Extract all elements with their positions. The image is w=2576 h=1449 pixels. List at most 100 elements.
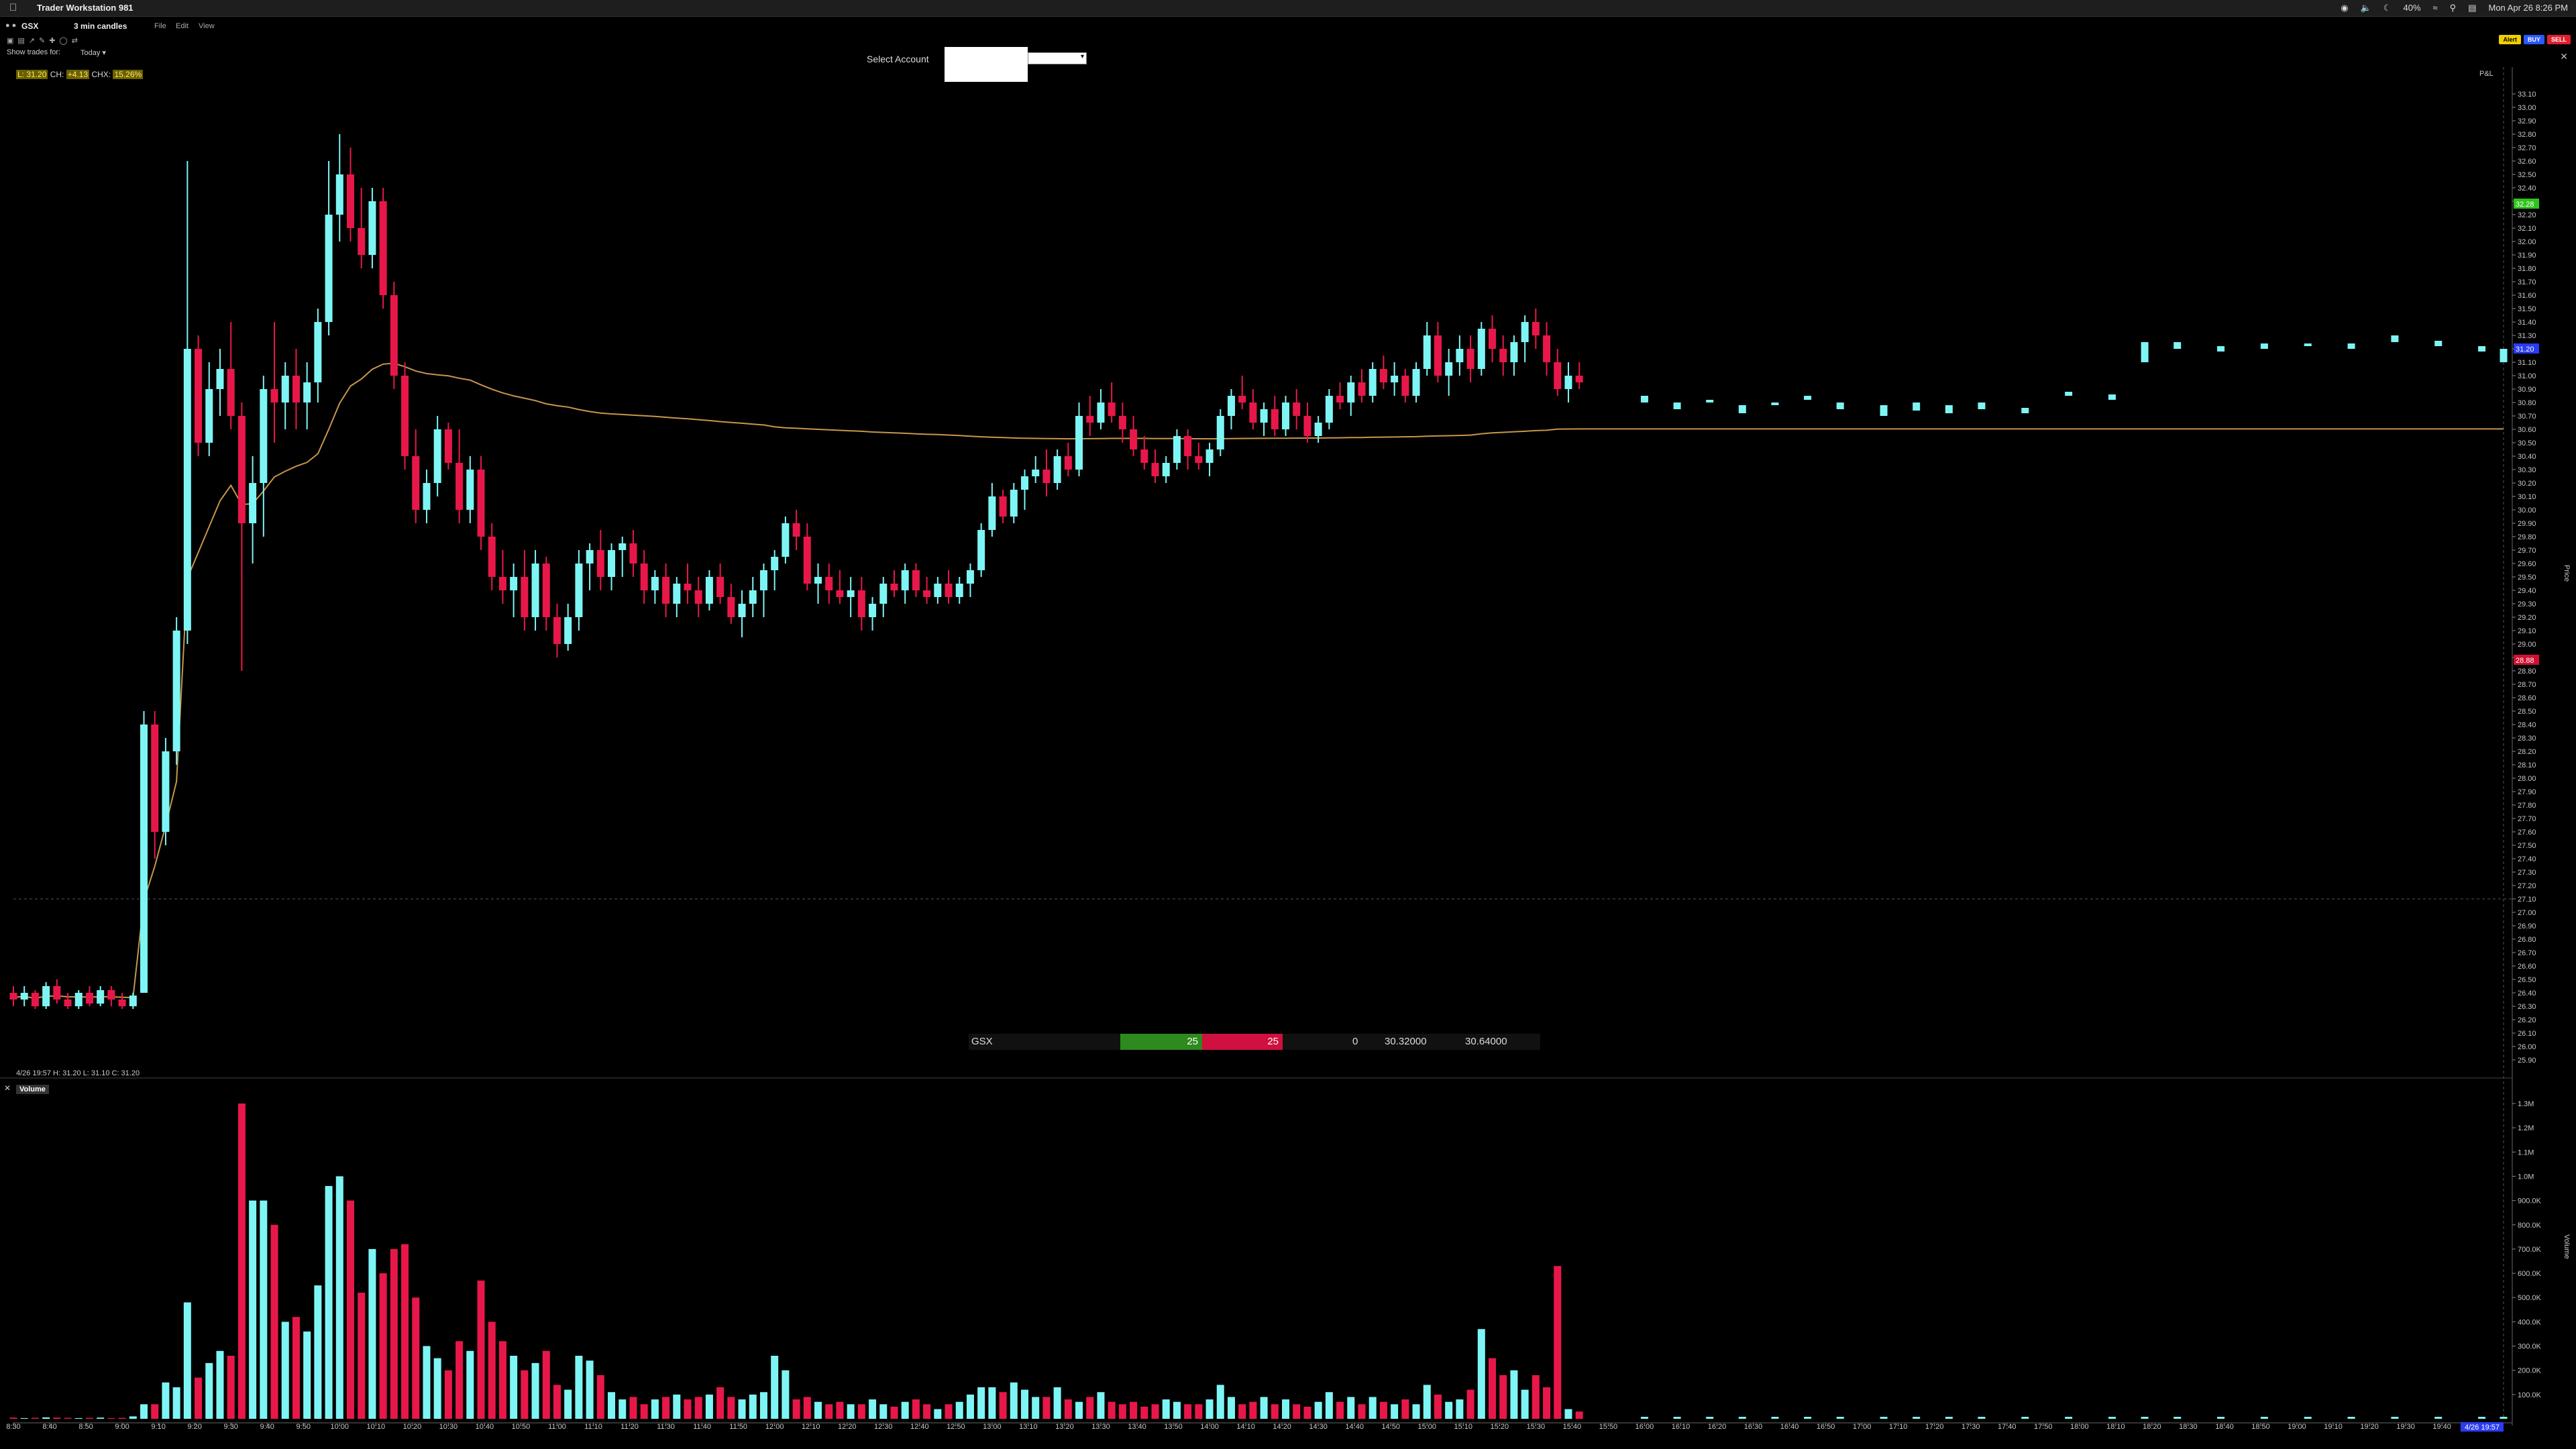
volume-bar <box>1499 1375 1507 1419</box>
time-tick-label: 19:10 <box>2324 1423 2343 1431</box>
volume-bar <box>694 1397 702 1419</box>
drawing-tools-icon[interactable]: ▣▤↗✎✚◯⇄ <box>7 37 82 45</box>
buy-button[interactable]: BUY <box>2523 35 2544 44</box>
volume-bar <box>640 1404 648 1419</box>
price-tick-label: 33.00 <box>2518 104 2536 112</box>
volume-icon[interactable]: 🔈 <box>2360 3 2371 13</box>
volume-bar <box>912 1399 920 1419</box>
show-trades-dropdown[interactable]: Today ▾ <box>80 48 106 57</box>
price-tick-label: 32.00 <box>2518 238 2536 246</box>
time-tick-label: 16:10 <box>1672 1423 1690 1431</box>
menu-file[interactable]: File <box>154 22 166 30</box>
candle-body <box>1097 402 1105 423</box>
candle-body <box>1466 349 1474 369</box>
candle-body <box>53 986 61 1000</box>
bid-price[interactable]: 30.32000 <box>1385 1036 1427 1047</box>
record-icon[interactable]: ◉ <box>2341 3 2349 13</box>
time-tick-label: 17:50 <box>2034 1423 2053 1431</box>
volume-bar <box>183 1302 191 1419</box>
volume-bar <box>955 1401 963 1419</box>
menu-view[interactable]: View <box>199 22 215 30</box>
afterhours-volume-bar <box>1804 1417 1812 1419</box>
price-axis-title: Price <box>2563 565 2571 582</box>
volume-bar <box>162 1382 170 1419</box>
window-controls-icon[interactable]: ●● <box>5 21 19 30</box>
volume-tick-label: 1.3M <box>2518 1100 2534 1108</box>
candle-body <box>792 523 800 537</box>
volume-tick-label: 300.0K <box>2518 1343 2542 1351</box>
time-tick-label: 12:40 <box>910 1423 929 1431</box>
afterhours-volume-bar <box>2478 1417 2486 1419</box>
volume-bar <box>1260 1397 1268 1419</box>
volume-bar <box>85 1417 93 1419</box>
order-entry-bar[interactable]: GSX 25 25 0 30.32000 30.64000 <box>969 1034 1540 1050</box>
order-symbol[interactable]: GSX <box>971 1036 993 1047</box>
candle-body <box>749 590 757 604</box>
search-icon[interactable]: ⚲ <box>2449 3 2457 13</box>
candle-body <box>237 416 246 523</box>
bid-size[interactable]: 25 <box>1120 1034 1202 1050</box>
candle-body <box>738 604 746 617</box>
app-title[interactable]: Trader Workstation 981 <box>37 3 133 13</box>
candle-body <box>216 369 224 389</box>
volume-bar <box>673 1394 681 1419</box>
price-tick-label: 28.60 <box>2518 694 2536 702</box>
moon-icon[interactable]: ☾ <box>2383 3 2392 13</box>
ask-size[interactable]: 25 <box>1202 1034 1283 1050</box>
volume-bar <box>1271 1404 1279 1419</box>
time-tick-label: 10:40 <box>476 1423 494 1431</box>
menubar-status: ◉ 🔈 ☾ 40% ≈ ⚲ ▤ Mon Apr 26 8:26 PM <box>2341 3 2568 13</box>
time-tick-label: 12:00 <box>765 1423 784 1431</box>
alert-button[interactable]: Alert <box>2499 35 2521 44</box>
bar-size-selector[interactable]: 3 min candles <box>74 21 127 31</box>
volume-bar <box>466 1350 474 1419</box>
afterhours-candle <box>1738 405 1746 413</box>
wifi-icon[interactable]: ≈ <box>2432 3 2438 13</box>
price-tick-label: 27.00 <box>2518 909 2536 917</box>
time-tick-label: 11:30 <box>657 1423 675 1431</box>
price-marker-last: 31.20 <box>2516 345 2534 354</box>
time-tick-label: 12:20 <box>838 1423 857 1431</box>
chevron-down-icon: ▾ <box>1080 53 1084 60</box>
time-tick-label: 19:00 <box>2288 1423 2306 1431</box>
volume-bar <box>1303 1406 1311 1419</box>
battery-percent[interactable]: 40% <box>2403 3 2421 13</box>
volume-bar <box>195 1377 203 1419</box>
volume-bar <box>74 1417 83 1419</box>
volume-bar <box>847 1404 855 1419</box>
candle-body <box>901 570 909 590</box>
volume-bar <box>1510 1370 1518 1419</box>
menu-edit[interactable]: Edit <box>176 22 189 30</box>
crosshair-time-bg <box>2461 1422 2504 1432</box>
candle-body <box>1010 490 1018 517</box>
price-tick-label: 29.00 <box>2518 641 2536 649</box>
afterhours-candle <box>2065 392 2073 396</box>
afterhours-candle <box>2347 343 2355 349</box>
time-tick-label: 9:40 <box>260 1423 274 1431</box>
afterhours-volume-bar <box>2108 1417 2116 1419</box>
ask-price[interactable]: 30.64000 <box>1465 1036 1507 1047</box>
time-tick-label: 18:00 <box>2070 1423 2089 1431</box>
price-tick-label: 26.20 <box>2518 1016 2536 1024</box>
sell-button[interactable]: SELL <box>2546 35 2571 44</box>
volume-bar <box>901 1401 909 1419</box>
symbol-selector[interactable]: GSX <box>21 21 39 31</box>
candle-body <box>575 564 583 617</box>
pnl-label[interactable]: P&L <box>2479 70 2493 78</box>
time-tick-label: 18:10 <box>2106 1423 2125 1431</box>
volume-bar <box>292 1317 300 1419</box>
control-center-icon[interactable]: ▤ <box>2468 3 2477 13</box>
candle-body <box>31 993 39 1006</box>
candle-body <box>118 1000 126 1006</box>
close-volume-icon[interactable]: ✕ <box>4 1083 11 1093</box>
close-icon[interactable]: ✕ <box>2560 51 2568 62</box>
select-account-label: Select Account <box>867 54 929 64</box>
volume-bar <box>1325 1392 1333 1419</box>
account-dropdown[interactable]: ▾ <box>1028 52 1087 64</box>
volume-bar <box>869 1399 877 1419</box>
time-tick-label: 15:50 <box>1599 1423 1618 1431</box>
volume-bar <box>444 1370 452 1419</box>
apple-icon[interactable]:  <box>9 2 17 13</box>
datetime[interactable]: Mon Apr 26 8:26 PM <box>2488 3 2568 13</box>
